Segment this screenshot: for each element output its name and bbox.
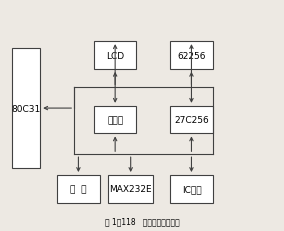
Text: 27C256: 27C256	[174, 116, 209, 125]
FancyBboxPatch shape	[108, 175, 153, 203]
Text: MAX232E: MAX232E	[109, 185, 152, 193]
FancyBboxPatch shape	[12, 49, 40, 168]
Text: LCD: LCD	[106, 51, 124, 60]
FancyBboxPatch shape	[170, 175, 213, 203]
Text: 键  盘: 键 盘	[70, 185, 87, 193]
Text: 62256: 62256	[177, 51, 206, 60]
FancyBboxPatch shape	[94, 42, 136, 70]
Text: 图 1－118   终端机硬件结构图: 图 1－118 终端机硬件结构图	[105, 217, 179, 226]
FancyBboxPatch shape	[57, 175, 100, 203]
FancyBboxPatch shape	[170, 42, 213, 70]
Text: IC卡座: IC卡座	[182, 185, 201, 193]
FancyBboxPatch shape	[94, 106, 136, 134]
Text: 汉字库: 汉字库	[107, 116, 123, 125]
FancyBboxPatch shape	[170, 106, 213, 134]
Text: 80C31: 80C31	[12, 104, 41, 113]
